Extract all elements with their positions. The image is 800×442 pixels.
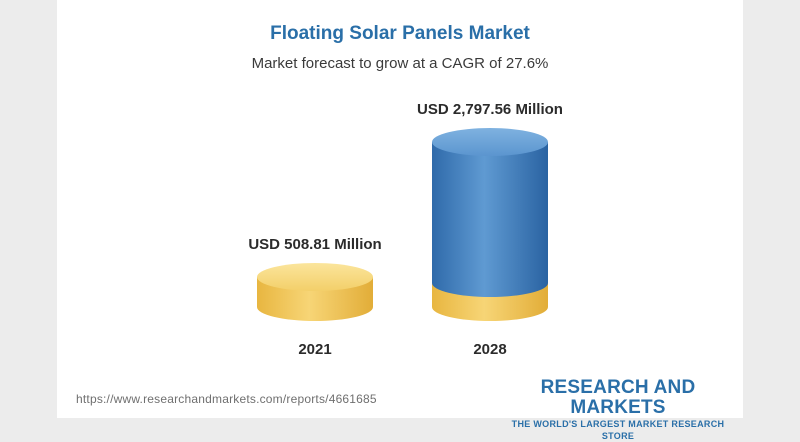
bar-2028 — [432, 128, 548, 321]
chart: Floating Solar Panels Market Market fore… — [248, 23, 563, 358]
category-label-2028: 2028 — [473, 341, 506, 358]
brand-tagline: THE WORLD'S LARGEST MARKET RESEARCH STOR… — [511, 419, 725, 441]
brand-name: RESEARCH AND MARKETS — [540, 377, 696, 418]
bar-2021 — [257, 262, 373, 321]
chart-subtitle: Market forecast to grow at a CAGR of 27.… — [252, 55, 549, 72]
chart-title: Floating Solar Panels Market — [270, 23, 530, 44]
brand-logo: RESEARCH AND MARKETS THE WORLD'S LARGEST… — [498, 378, 738, 442]
category-label-2021: 2021 — [298, 341, 331, 358]
data-label-2028: USD 2,797.56 Million — [417, 101, 563, 118]
chart-card — [57, 0, 743, 418]
data-label-2021: USD 508.81 Million — [248, 236, 381, 253]
source-url[interactable]: https://www.researchandmarkets.com/repor… — [76, 392, 377, 406]
